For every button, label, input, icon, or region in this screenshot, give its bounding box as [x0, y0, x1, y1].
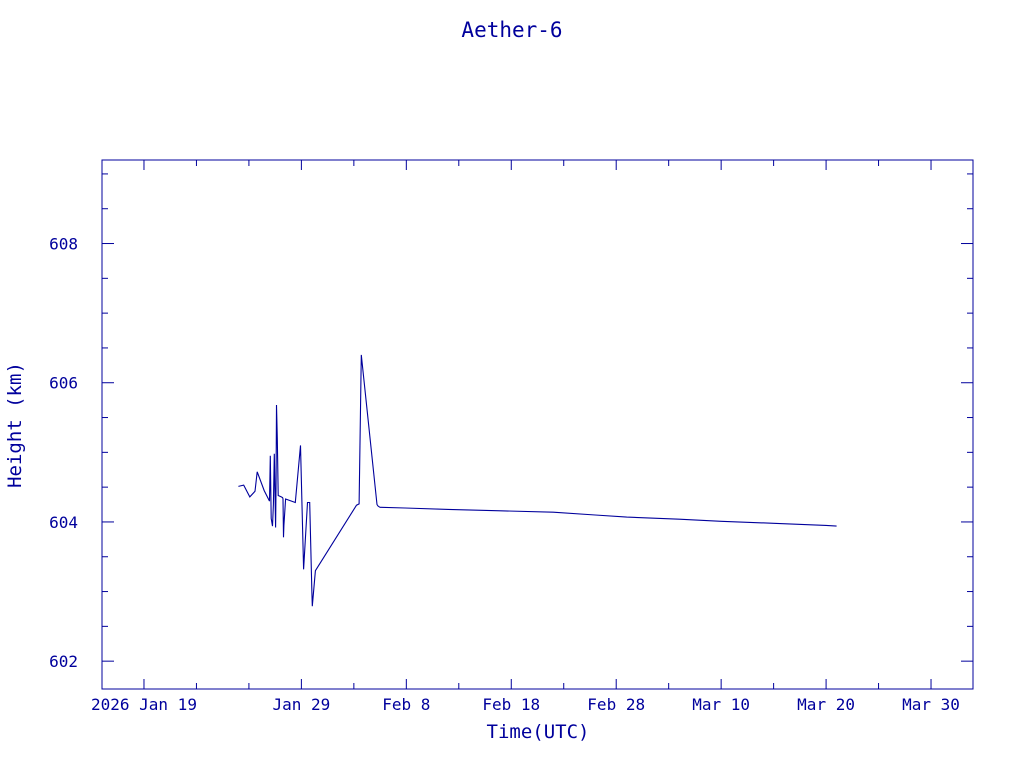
x-tick-label: Mar 10 [692, 695, 750, 714]
x-tick-label: Mar 30 [902, 695, 960, 714]
x-axis: 2026 Jan 19 Jan 29 Feb 8 Feb 18 Feb 28 Mar 10… [91, 160, 960, 714]
x-axis-label: Time(UTC) [487, 721, 590, 743]
y-tick-label: 604 [49, 513, 78, 532]
x-tick-label: 2026 Jan 19 [91, 695, 197, 714]
plot-frame [101, 159, 974, 690]
x-tick-label: Jan 29 [272, 695, 330, 714]
y-tick-label: 606 [49, 374, 78, 393]
y-axis-label: Height (km) [4, 362, 26, 488]
x-tick-label: Mar 20 [797, 695, 855, 714]
plot-area [238, 354, 837, 607]
y-tick-label: 608 [49, 235, 78, 254]
series-line-0 [238, 354, 837, 607]
x-tick-label: Feb 18 [482, 695, 540, 714]
x-tick-label: Feb 28 [587, 695, 645, 714]
chart-title: Aether-6 [461, 18, 562, 42]
y-tick-label: 602 [49, 652, 78, 671]
y-axis: 602 604 606 608 [49, 173, 973, 671]
x-tick-label: Feb 8 [382, 695, 430, 714]
